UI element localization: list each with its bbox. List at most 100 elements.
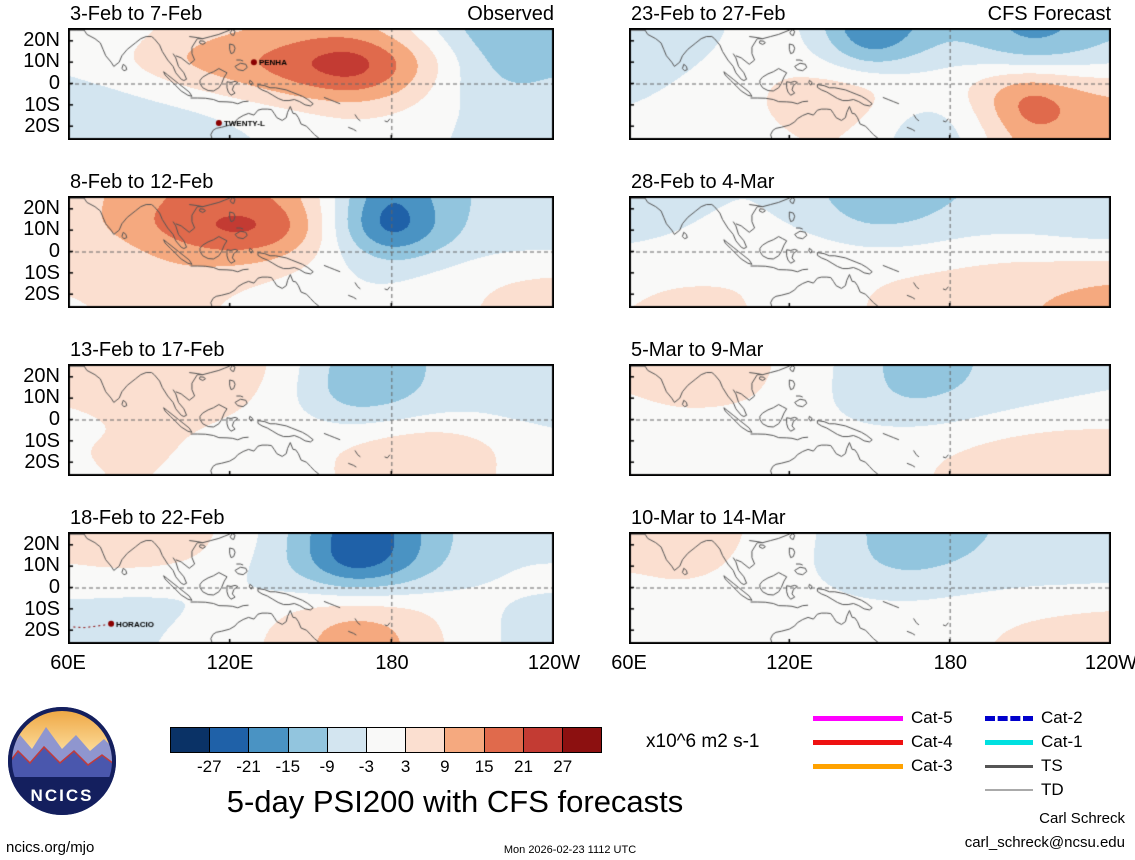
colorbar-cell [522,728,562,752]
legend-line [813,739,903,745]
y-axis-label: 0 [48,240,60,262]
colorbar-cell [561,728,602,752]
legend-item-ts: TS [985,754,1083,778]
map-canvas [629,364,1111,476]
legend-line [985,764,1033,768]
y-axis-label: 20S [24,619,60,642]
column-label-forecast: CFS Forecast [987,3,1111,25]
y-axis-label: 20N [23,28,60,51]
map-canvas [68,364,554,476]
legend-label: TD [1041,780,1064,799]
legend-item-cat-3: Cat-3 [813,754,953,778]
x-axis-label: 180 [375,652,409,674]
panel-title: 18-Feb to 22-Feb [70,507,225,529]
colorbar-cell [444,728,484,752]
colorbar-labels: -27 -21 -15 -9 -3 3 9 15 21 27 [170,757,602,779]
timestamp: Mon 2026-02-23 1112 UTC [503,844,637,856]
storm-legend-col-1: Cat-5 Cat-4 Cat-3 [813,706,953,778]
colorbar-tick-label: -21 [236,757,261,776]
y-axis-label: 20S [24,451,60,474]
legend-label: Cat-4 [911,732,953,751]
x-axis-label: 120W [527,652,581,674]
panel-title: 5-Mar to 9-Mar [631,339,764,361]
panel-title: 8-Feb to 12-Feb [70,171,214,193]
panel-observed-3: 13-Feb to 17-Feb [68,339,554,476]
panel-observed-1: 3-Feb to 7-Feb Observed [68,3,554,140]
colorbar-tick-label: -27 [196,757,222,776]
y-axis-label: 20N [23,364,60,387]
y-axis-label: 10N [23,218,60,241]
colorbar-cell [287,728,327,752]
panel-title: 10-Mar to 14-Mar [631,507,786,529]
colorbar [170,727,602,753]
panel-title: 23-Feb to 27-Feb [631,3,786,25]
legend-label: Cat-5 [911,708,953,727]
panel-forecast-2: 28-Feb to 4-Mar [629,171,1111,308]
legend-item-td: TD [985,778,1083,802]
map-canvas [629,28,1111,140]
legend-item-cat-1: Cat-1 [985,730,1083,754]
legend-item-cat-2: Cat-2 [985,706,1083,730]
colorbar-tick-label: 3 [400,757,411,776]
y-axis-label: 10N [23,386,60,409]
panel-forecast-1: 23-Feb to 27-Feb CFS Forecast [629,3,1111,140]
x-axis-label: 60E [611,652,647,674]
ncics-logo: NCICS [8,707,116,815]
y-axis-label: 20S [24,283,60,306]
panel-title: 13-Feb to 17-Feb [70,339,225,361]
map-canvas [68,28,554,140]
legend-line [985,739,1033,745]
panel-title: 3-Feb to 7-Feb [70,3,203,25]
y-axis-label: 10N [23,50,60,73]
colorbar-cell [248,728,288,752]
legend-label: Cat-1 [1041,732,1083,751]
colorbar-tick-label: 21 [513,757,533,776]
colorbar-tick-label: -9 [319,757,335,776]
colorbar-tick-label: 15 [474,757,494,776]
legend-line [985,789,1033,791]
colorbar-cell [365,728,406,752]
colorbar-cell [171,728,210,752]
legend-item-cat-5: Cat-5 [813,706,953,730]
colorbar-cell [326,728,366,752]
site-url: ncics.org/mjo [6,839,95,856]
y-axis-label: 10N [23,554,60,577]
y-axis-label: 20S [24,115,60,138]
legend-item-cat-4: Cat-4 [813,730,953,754]
panel-observed-4: 18-Feb to 22-Feb [68,507,554,644]
legend-line [985,715,1033,721]
colorbar-tick-label: -3 [358,757,374,776]
y-axis-label: 0 [48,408,60,430]
x-axis-label: 120E [206,652,254,674]
storm-legend-col-2: Cat-2 Cat-1 TS TD [985,706,1083,802]
colorbar-tick-label: 27 [553,757,573,776]
legend-line [813,763,903,769]
logo-border [8,707,116,815]
map-canvas [68,532,554,644]
y-axis-label: 0 [48,576,60,598]
x-axis-label: 120E [766,652,814,674]
panel-observed-2: 8-Feb to 12-Feb [68,171,554,308]
x-axis-label: 120W [1084,652,1135,674]
colorbar-cell [483,728,523,752]
panel-title: 28-Feb to 4-Mar [631,171,775,193]
legend-line [813,715,903,721]
colorbar-cell [209,728,249,752]
y-axis-label: 0 [48,72,60,94]
colorbar-tick-label: 9 [440,757,450,776]
panel-forecast-3: 5-Mar to 9-Mar [629,339,1111,476]
y-axis-label: 10S [24,93,60,116]
legend-label: TS [1041,756,1063,775]
x-axis-label: 60E [50,652,86,674]
logo-text: NCICS [31,786,94,805]
colorbar-cell [405,728,445,752]
x-axis-label: 180 [933,652,968,674]
legend-label: Cat-3 [911,756,953,775]
panel-forecast-4: 10-Mar to 14-Mar [629,507,1111,644]
y-axis-label: 20N [23,196,60,219]
y-axis-label: 10S [24,597,60,620]
figure-title: 5-day PSI200 with CFS forecasts [226,784,684,819]
map-canvas [629,532,1111,644]
y-axis-label: 20N [23,532,60,555]
